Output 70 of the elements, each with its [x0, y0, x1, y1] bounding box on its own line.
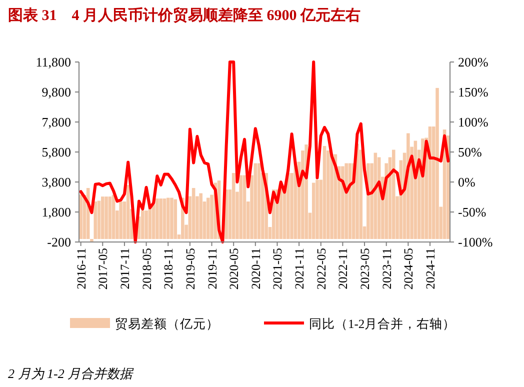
bar	[90, 239, 94, 242]
bar	[436, 88, 439, 239]
x-tick-label: 2023-11	[380, 248, 394, 290]
bar	[279, 188, 283, 239]
bar	[192, 188, 196, 239]
legend-label: 贸易差额（亿元）	[115, 317, 219, 331]
x-tick-label: 2024-11	[423, 248, 438, 290]
bar	[79, 194, 82, 239]
x-tick-label: 2017-05	[96, 248, 110, 290]
y2-tick-label: -50%	[458, 204, 486, 220]
y-tick-label: 9,800	[42, 84, 71, 100]
bar	[156, 198, 159, 239]
bar	[316, 180, 319, 239]
y2-tick-label: 0%	[458, 174, 476, 190]
bar	[170, 198, 174, 239]
bar	[257, 163, 261, 239]
legend-label: 同比（1-2月合并，右轴）	[309, 317, 456, 331]
bar	[108, 196, 112, 239]
y2-tick-label: -100%	[458, 234, 493, 250]
x-tick-label: 2020-11	[248, 248, 263, 290]
bar	[97, 200, 101, 239]
bar	[392, 150, 396, 239]
y-tick-label: 3,800	[42, 174, 71, 190]
y-tick-label: 5,800	[42, 144, 71, 160]
x-tick-label: 2022-05	[314, 248, 328, 290]
x-tick-label: 2021-11	[292, 248, 307, 290]
x-tick-label: 2019-11	[205, 248, 220, 290]
bar	[166, 198, 170, 239]
bar	[330, 154, 334, 239]
x-tick-label: 2021-05	[270, 248, 285, 290]
bar	[159, 198, 162, 239]
x-tick-label: 2018-11	[162, 248, 176, 290]
bar	[341, 166, 344, 239]
bar	[199, 193, 202, 239]
y2-tick-label: 50%	[458, 144, 482, 160]
bar	[232, 173, 236, 239]
y-tick-label: 11,800	[36, 54, 71, 70]
bar	[239, 175, 242, 239]
bar	[119, 202, 122, 239]
bar	[312, 182, 316, 239]
bar	[254, 163, 258, 239]
bar	[162, 198, 166, 239]
x-tick-label: 2018-05	[140, 248, 154, 290]
bar	[104, 196, 108, 239]
bar	[344, 163, 348, 239]
y-tick-label: 7,800	[42, 114, 71, 130]
x-tick-label: 2016-11	[74, 248, 88, 290]
text: 2 月为 1-2 月合并数据	[8, 366, 135, 381]
x-tick-label: 2020-05	[227, 248, 242, 290]
y2-tick-label: 100%	[458, 114, 488, 130]
bar	[174, 199, 178, 239]
bar	[126, 185, 130, 239]
bar	[101, 196, 104, 239]
x-tick-label: 2019-05	[183, 248, 198, 290]
chart-title: 图表 31 4 月人民币计价贸易顺差降至 6900 亿元左右	[8, 7, 360, 24]
x-tick-label: 2023-05	[358, 248, 372, 290]
y-tick-label: -200	[47, 234, 71, 250]
bar	[141, 210, 144, 239]
bar	[144, 210, 148, 239]
bar	[242, 175, 246, 239]
bar	[286, 173, 290, 239]
x-tick-label: 2022-11	[336, 248, 350, 290]
y-tick-label: 1,800	[42, 204, 71, 220]
x-tick-label: 2017-11	[118, 248, 132, 290]
bar	[94, 202, 98, 239]
y2-tick-label: 200%	[458, 54, 488, 70]
bar	[322, 146, 326, 239]
x-tick-label: 2024-05	[402, 248, 416, 290]
bar	[206, 198, 210, 239]
y2-tick-label: 150%	[458, 84, 488, 100]
